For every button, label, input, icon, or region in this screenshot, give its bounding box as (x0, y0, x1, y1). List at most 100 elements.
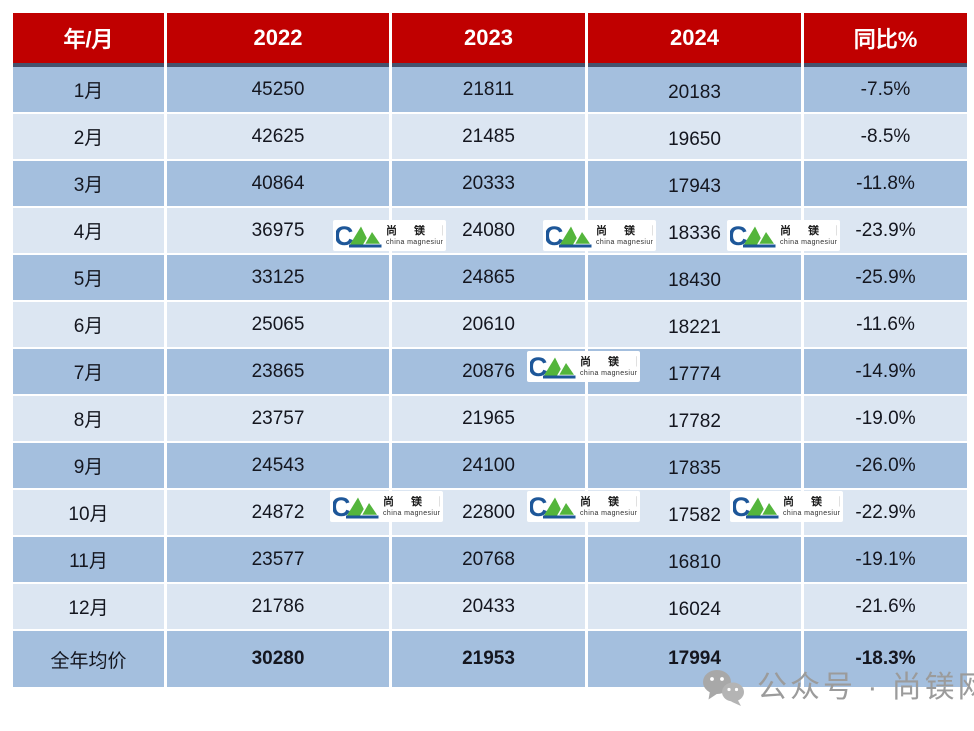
header-divider-segment (804, 63, 967, 67)
logo-en-text: china magnesium (596, 238, 653, 246)
svg-text:C: C (336, 222, 354, 249)
header-divider-segment (588, 63, 801, 67)
table-body: 1月 45250 21811 20183 -7.5% 2月 42625 2148… (13, 67, 967, 629)
svg-text:C: C (530, 353, 548, 380)
china-magnesium-logo-icon: C (336, 222, 383, 249)
value-2022-cell: 24543 (167, 443, 389, 488)
value-2023-cell: 20610 (392, 302, 585, 347)
logo-cn-text: 尚 镁 网 (580, 356, 637, 369)
logo-cn-text: 尚 镁 网 (383, 496, 440, 509)
table-row: 3月 40864 20333 17943 -11.8% (13, 161, 967, 206)
value-2023-cell: 21965 (392, 396, 585, 441)
column-header-yoy: 同比% (804, 13, 967, 63)
table-row: 2月 42625 21485 19650 -8.5% (13, 114, 967, 159)
watermark-logo: C 尚 镁 网 china magnesium (330, 491, 443, 522)
wechat-watermark: 公众号 · 尚镁网 (701, 668, 974, 707)
value-2023-cell: 24100 (392, 443, 585, 488)
value-2023-cell: 21485 (392, 114, 585, 159)
value-2022-cell: 40864 (167, 161, 389, 206)
china-magnesium-logo-icon: C (333, 493, 380, 520)
logo-cn-text: 尚 镁 网 (780, 225, 837, 238)
china-magnesium-logo-icon: C (730, 222, 777, 249)
month-cell: 11月 (13, 537, 164, 582)
logo-en-text: china magnesium (580, 509, 637, 517)
summary-yoy: -18.3% (804, 631, 967, 687)
china-magnesium-logo-icon: C (546, 222, 593, 249)
value-2022-cell: 23577 (167, 537, 389, 582)
value-2024-cell: 17943 (588, 161, 801, 206)
logo-cn-text: 尚 镁 网 (386, 225, 443, 238)
china-magnesium-logo-icon: C (733, 493, 780, 520)
table-row: 7月 23865 20876 17774 -14.9% (13, 349, 967, 394)
header-divider-segment (13, 63, 164, 67)
summary-label: 全年均价 (13, 631, 164, 687)
value-2023-cell: 24865 (392, 255, 585, 300)
logo-text: 尚 镁 网 china magnesium (383, 496, 440, 517)
month-cell: 2月 (13, 114, 164, 159)
value-2023-cell: 21811 (392, 67, 585, 112)
value-2023-cell: 20433 (392, 584, 585, 629)
logo-en-text: china magnesium (780, 238, 837, 246)
column-header-2023: 2023 (392, 13, 585, 63)
logo-text: 尚 镁 网 china magnesium (386, 225, 443, 246)
watermark-logo: C 尚 镁 网 china magnesium (527, 351, 640, 382)
wechat-watermark-text: 公众号 · 尚镁网 (757, 670, 974, 704)
header-divider-segment (167, 63, 389, 67)
yoy-cell: -19.0% (804, 396, 967, 441)
logo-text: 尚 镁 网 china magnesium (580, 356, 637, 377)
table-row: 11月 23577 20768 16810 -19.1% (13, 537, 967, 582)
value-2022-cell: 45250 (167, 67, 389, 112)
header-divider (13, 63, 967, 67)
svg-text:C: C (546, 222, 564, 249)
yoy-cell: -19.1% (804, 537, 967, 582)
logo-en-text: china magnesium (783, 509, 840, 517)
logo-cn-text: 尚 镁 网 (783, 496, 840, 509)
month-cell: 7月 (13, 349, 164, 394)
logo-text: 尚 镁 网 china magnesium (783, 496, 840, 517)
yoy-cell: -7.5% (804, 67, 967, 112)
logo-en-text: china magnesium (386, 238, 443, 246)
value-2023-cell: 20768 (392, 537, 585, 582)
value-2023-cell: 20333 (392, 161, 585, 206)
watermark-logo: C 尚 镁 网 china magnesium (543, 220, 656, 251)
table-row: 9月 24543 24100 17835 -26.0% (13, 443, 967, 488)
wechat-icon (703, 670, 744, 706)
month-cell: 6月 (13, 302, 164, 347)
summary-2023: 21953 (392, 631, 585, 687)
svg-text:C: C (530, 493, 548, 520)
summary-2022: 30280 (167, 631, 389, 687)
table-header-row: 年/月 2022 2023 2024 同比% (13, 13, 967, 63)
summary-row: 全年均价 30280 21953 17994 -18.3% (13, 631, 967, 687)
month-cell: 1月 (13, 67, 164, 112)
china-magnesium-logo-icon: C (530, 493, 577, 520)
yoy-cell: -21.6% (804, 584, 967, 629)
table-row: 8月 23757 21965 17782 -19.0% (13, 396, 967, 441)
logo-text: 尚 镁 网 china magnesium (596, 225, 653, 246)
svg-text:C: C (733, 493, 751, 520)
yoy-cell: -25.9% (804, 255, 967, 300)
month-cell: 12月 (13, 584, 164, 629)
header-divider-segment (392, 63, 585, 67)
table-row: 5月 33125 24865 18430 -25.9% (13, 255, 967, 300)
watermark-logo: C 尚 镁 网 china magnesium (333, 220, 446, 251)
month-cell: 8月 (13, 396, 164, 441)
logo-cn-text: 尚 镁 网 (596, 225, 653, 238)
yoy-cell: -14.9% (804, 349, 967, 394)
watermark-logo: C 尚 镁 网 china magnesium (527, 491, 640, 522)
value-2022-cell: 42625 (167, 114, 389, 159)
value-2024-cell: 16810 (588, 537, 801, 582)
value-2022-cell: 21786 (167, 584, 389, 629)
yoy-cell: -11.6% (804, 302, 967, 347)
monthly-price-table: 年/月 2022 2023 2024 同比% 1月 45250 21811 20… (13, 13, 967, 687)
logo-text: 尚 镁 网 china magnesium (780, 225, 837, 246)
value-2022-cell: 25065 (167, 302, 389, 347)
value-2022-cell: 23865 (167, 349, 389, 394)
value-2024-cell: 20183 (588, 67, 801, 112)
month-cell: 9月 (13, 443, 164, 488)
value-2024-cell: 17782 (588, 396, 801, 441)
month-cell: 4月 (13, 208, 164, 253)
svg-text:C: C (730, 222, 748, 249)
value-2022-cell: 23757 (167, 396, 389, 441)
china-magnesium-logo-icon: C (530, 353, 577, 380)
value-2024-cell: 18430 (588, 255, 801, 300)
